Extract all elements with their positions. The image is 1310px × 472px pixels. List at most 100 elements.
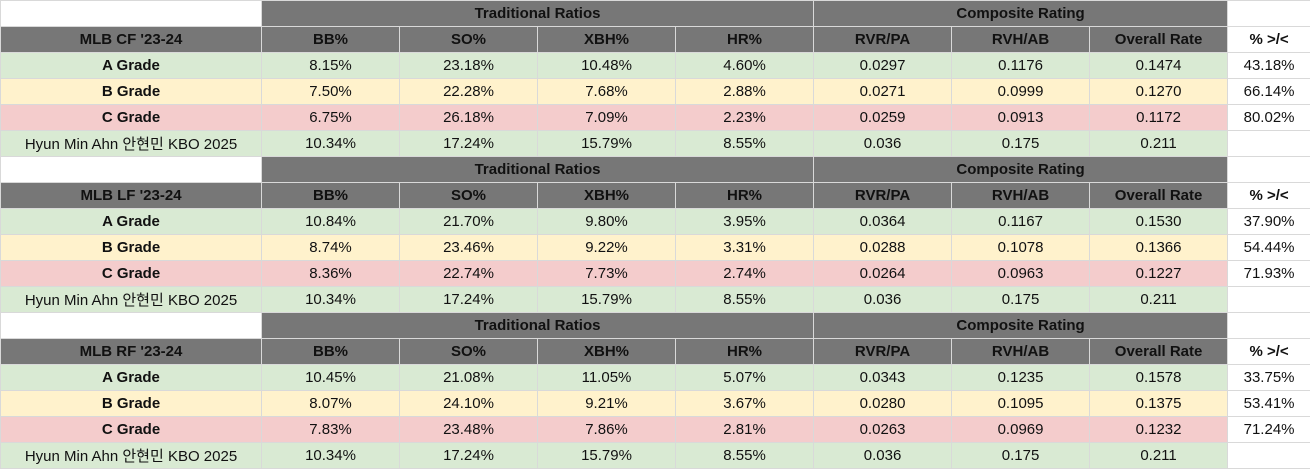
table-cell[interactable]: 15.79% — [537, 130, 676, 157]
table-cell[interactable]: 8.74% — [261, 234, 400, 261]
table-cell[interactable]: 8.55% — [674, 442, 815, 469]
column-header[interactable]: SO% — [399, 338, 538, 365]
table-cell[interactable]: 6.75% — [261, 104, 400, 131]
column-header[interactable]: Overall Rate — [1089, 338, 1229, 365]
table-cell[interactable]: 9.80% — [537, 208, 676, 235]
table-cell[interactable]: 0.1176 — [951, 52, 1091, 79]
pct-cell[interactable]: 54.44% — [1227, 234, 1310, 261]
row-label[interactable]: Hyun Min Ahn 안현민 KBO 2025 — [0, 286, 262, 313]
composite-rating-header[interactable]: Composite Rating — [813, 0, 1229, 27]
column-header[interactable]: RVR/PA — [813, 338, 953, 365]
table-cell[interactable]: 26.18% — [399, 104, 538, 131]
column-header[interactable]: RVR/PA — [813, 26, 953, 53]
table-cell[interactable]: 22.28% — [399, 78, 538, 105]
table-cell[interactable]: 3.31% — [674, 234, 815, 261]
table-cell[interactable]: 0.211 — [1089, 442, 1229, 469]
table-cell[interactable]: 0.0288 — [813, 234, 953, 261]
row-label[interactable]: Hyun Min Ahn 안현민 KBO 2025 — [0, 442, 262, 469]
composite-rating-header[interactable]: Composite Rating — [813, 156, 1229, 183]
pct-cell[interactable] — [1227, 442, 1310, 469]
column-header[interactable]: BB% — [261, 26, 400, 53]
traditional-ratios-header[interactable]: Traditional Ratios — [260, 0, 815, 27]
column-header[interactable]: RVH/AB — [951, 26, 1091, 53]
table-cell[interactable]: 10.48% — [537, 52, 676, 79]
table-cell[interactable]: 17.24% — [399, 442, 538, 469]
table-cell[interactable]: 0.175 — [951, 442, 1091, 469]
table-cell[interactable]: 22.74% — [399, 260, 538, 287]
row-label[interactable]: C Grade — [0, 104, 262, 131]
table-cell[interactable]: 15.79% — [537, 286, 676, 313]
table-cell[interactable]: 0.1232 — [1089, 416, 1229, 443]
pct-cell[interactable] — [1227, 286, 1310, 313]
column-header[interactable]: RVH/AB — [951, 182, 1091, 209]
column-header[interactable]: SO% — [399, 26, 538, 53]
table-cell[interactable]: 10.34% — [261, 442, 400, 469]
table-cell[interactable]: 0.0364 — [813, 208, 953, 235]
table-cell[interactable]: 0.0913 — [951, 104, 1091, 131]
section-title[interactable]: MLB CF '23-24 — [0, 26, 262, 53]
table-cell[interactable]: 0.1227 — [1089, 260, 1229, 287]
table-cell[interactable]: 2.74% — [674, 260, 815, 287]
table-cell[interactable]: 0.211 — [1089, 130, 1229, 157]
column-header[interactable]: BB% — [261, 182, 400, 209]
section-title[interactable]: MLB LF '23-24 — [0, 182, 262, 209]
row-label[interactable]: A Grade — [0, 364, 262, 391]
pct-cell[interactable]: 37.90% — [1227, 208, 1310, 235]
column-header[interactable]: XBH% — [537, 26, 676, 53]
table-cell[interactable]: 8.07% — [261, 390, 400, 417]
table-cell[interactable]: 7.50% — [261, 78, 400, 105]
pct-cell[interactable]: 80.02% — [1227, 104, 1310, 131]
pct-cell[interactable]: 71.93% — [1227, 260, 1310, 287]
table-cell[interactable]: 8.36% — [261, 260, 400, 287]
pct-cell[interactable]: 71.24% — [1227, 416, 1310, 443]
table-cell[interactable]: 7.83% — [261, 416, 400, 443]
table-cell[interactable]: 0.1167 — [951, 208, 1091, 235]
composite-rating-header[interactable]: Composite Rating — [813, 312, 1229, 339]
table-cell[interactable]: 0.0271 — [813, 78, 953, 105]
table-cell[interactable]: 2.81% — [674, 416, 815, 443]
table-cell[interactable]: 9.22% — [537, 234, 676, 261]
table-cell[interactable]: 21.08% — [399, 364, 538, 391]
table-cell[interactable]: 17.24% — [399, 286, 538, 313]
row-label[interactable]: B Grade — [0, 234, 262, 261]
table-cell[interactable]: 0.1172 — [1089, 104, 1229, 131]
blank-cell[interactable] — [1227, 312, 1310, 339]
table-cell[interactable]: 7.09% — [537, 104, 676, 131]
table-cell[interactable]: 0.1366 — [1089, 234, 1229, 261]
table-cell[interactable]: 0.1095 — [951, 390, 1091, 417]
table-cell[interactable]: 0.036 — [813, 442, 953, 469]
column-header[interactable]: Overall Rate — [1089, 26, 1229, 53]
blank-cell[interactable] — [1227, 0, 1310, 27]
pct-column-header[interactable]: % >/< — [1227, 26, 1310, 53]
row-label[interactable]: Hyun Min Ahn 안현민 KBO 2025 — [0, 130, 262, 157]
column-header[interactable]: SO% — [399, 182, 538, 209]
pct-cell[interactable] — [1227, 130, 1310, 157]
column-header[interactable]: RVH/AB — [951, 338, 1091, 365]
table-cell[interactable]: 10.45% — [261, 364, 400, 391]
column-header[interactable]: Overall Rate — [1089, 182, 1229, 209]
blank-cell[interactable] — [1227, 156, 1310, 183]
table-cell[interactable]: 0.0297 — [813, 52, 953, 79]
row-label[interactable]: A Grade — [0, 52, 262, 79]
column-header[interactable]: XBH% — [537, 182, 676, 209]
traditional-ratios-header[interactable]: Traditional Ratios — [260, 156, 815, 183]
row-label[interactable]: C Grade — [0, 260, 262, 287]
table-cell[interactable]: 0.1530 — [1089, 208, 1229, 235]
table-cell[interactable]: 0.175 — [951, 286, 1091, 313]
table-cell[interactable]: 3.67% — [674, 390, 815, 417]
table-cell[interactable]: 0.0259 — [813, 104, 953, 131]
table-cell[interactable]: 21.70% — [399, 208, 538, 235]
pct-cell[interactable]: 43.18% — [1227, 52, 1310, 79]
table-cell[interactable]: 0.036 — [813, 286, 953, 313]
table-cell[interactable]: 0.1078 — [951, 234, 1091, 261]
table-cell[interactable]: 0.0999 — [951, 78, 1091, 105]
column-header[interactable]: HR% — [674, 338, 815, 365]
table-cell[interactable]: 8.55% — [674, 286, 815, 313]
table-cell[interactable]: 10.84% — [261, 208, 400, 235]
row-label[interactable]: C Grade — [0, 416, 262, 443]
pct-column-header[interactable]: % >/< — [1227, 338, 1310, 365]
pct-cell[interactable]: 53.41% — [1227, 390, 1310, 417]
column-header[interactable]: XBH% — [537, 338, 676, 365]
table-cell[interactable]: 0.0969 — [951, 416, 1091, 443]
table-cell[interactable]: 0.0963 — [951, 260, 1091, 287]
